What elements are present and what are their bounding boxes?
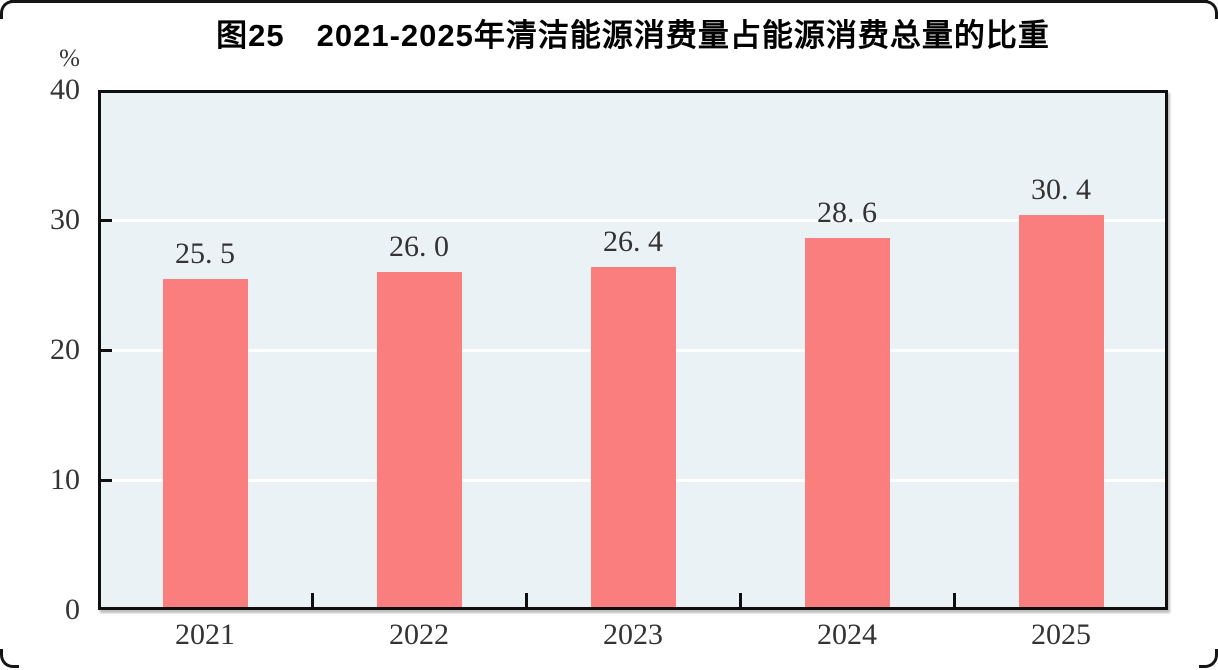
x-axis-label-2025: 2025 (1031, 618, 1091, 651)
bar-value-label-2021: 25. 5 (175, 236, 235, 270)
bar-value-label-2024: 28. 6 (817, 196, 877, 230)
y-axis-label-20: 20 (50, 333, 80, 366)
card-border-corner-bl (0, 649, 19, 668)
x-axis-tick-1 (310, 593, 314, 607)
bar-2024 (804, 238, 890, 610)
y-axis-tick-20 (101, 348, 112, 352)
bar-2022 (376, 272, 462, 610)
bar-2023 (590, 266, 676, 610)
x-axis-tick-4 (952, 593, 956, 607)
x-axis-label-2021: 2021 (175, 618, 235, 651)
y-axis-tick-30 (101, 218, 112, 222)
y-axis-label-10: 10 (50, 463, 80, 496)
y-axis-unit-label: % (59, 45, 80, 72)
x-axis-label-2022: 2022 (389, 618, 449, 651)
chart-title: 图25 2021-2025年清洁能源消费量占能源消费总量的比重 (216, 18, 1050, 53)
gridline-30 (101, 218, 1165, 222)
card-border-corner-br (1199, 649, 1218, 668)
bar-value-label-2022: 26. 0 (389, 230, 449, 263)
bar-2025 (1018, 214, 1104, 610)
x-axis-tick-3 (738, 593, 742, 607)
x-axis-tick-2 (524, 593, 528, 607)
y-axis-label-0: 0 (65, 593, 80, 626)
bar-value-label-2023: 26. 4 (603, 224, 663, 258)
y-axis-label-30: 30 (50, 203, 80, 236)
card-border-top (10, 0, 1208, 3)
x-axis-label-2024: 2024 (817, 618, 877, 651)
y-axis-tick-10 (101, 478, 112, 482)
card-border-corner-tl (0, 0, 19, 19)
card-border-corner-tr (1199, 0, 1218, 19)
y-axis-label-40: 40 (50, 73, 80, 106)
x-axis-label-2023: 2023 (603, 618, 663, 651)
bar-value-label-2025: 30. 4 (1031, 172, 1091, 206)
bar-2021 (162, 278, 248, 610)
